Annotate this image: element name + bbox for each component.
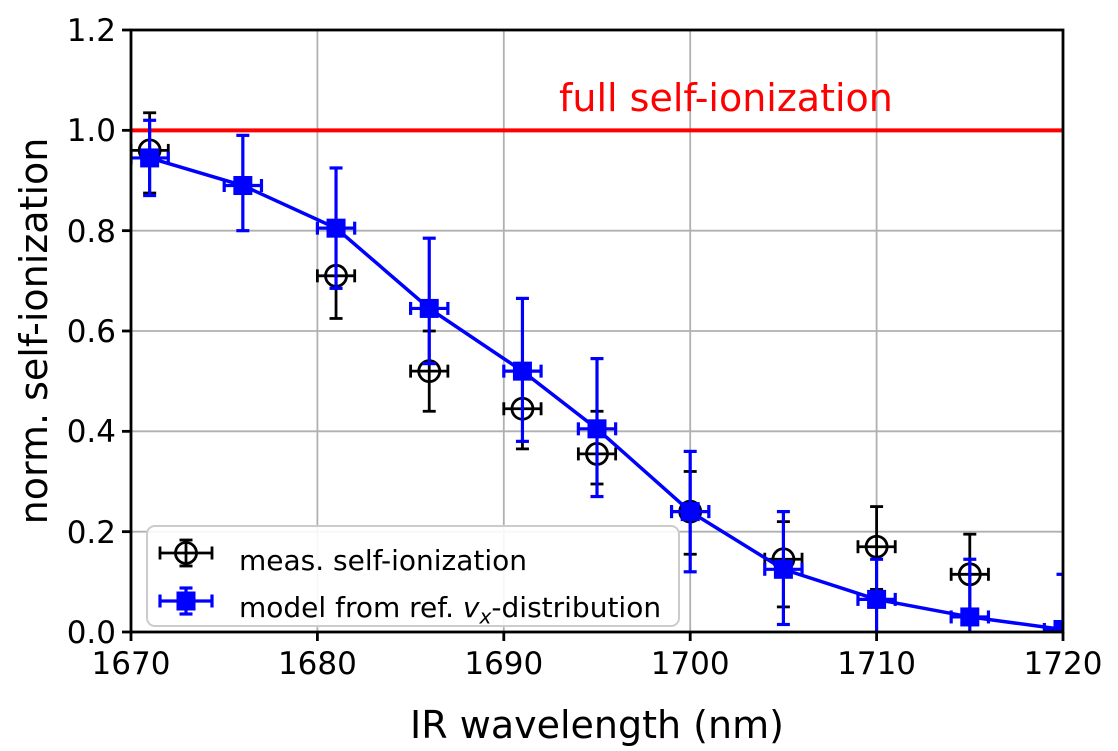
full-self-ionization-label: full self-ionization [559, 76, 893, 120]
series-model [131, 118, 1063, 632]
y-tick-label-0.8: 0.8 [66, 213, 116, 250]
x-tick-label-1720: 1720 [1023, 646, 1103, 682]
y-tick-label-1.0: 1.0 [66, 113, 116, 150]
x-tick-label-1670: 1670 [91, 646, 171, 682]
legend-label-model: model from ref. vx-distribution [239, 591, 662, 627]
y-tick-label-0.4: 0.4 [66, 414, 116, 451]
legend-marker-measured [158, 538, 214, 568]
axes-frame [122, 28, 1065, 641]
legend-label-model-subscript: x [479, 604, 492, 629]
legend-label-model-prefix: model from ref. [239, 591, 463, 624]
x-axis-label: IR wavelength (nm) [410, 703, 784, 747]
y-tick-label-0.6: 0.6 [66, 314, 116, 350]
y-tick-label-0.0: 0.0 [66, 615, 116, 651]
y-tick-label-0.2: 0.2 [66, 514, 116, 551]
data-series [131, 111, 1063, 632]
x-tick-label-1700: 1700 [650, 646, 730, 682]
x-tick-label-1690: 1690 [464, 646, 544, 682]
legend-marker-model [158, 586, 214, 616]
legend [146, 525, 680, 627]
legend-label-model-suffix: -distribution [491, 591, 662, 624]
x-tick-label-1710: 1710 [837, 646, 917, 682]
y-tick-label-1.2: 1.2 [66, 13, 116, 49]
y-axis-label: norm. self-ionization [12, 137, 56, 525]
x-tick-label-1680: 1680 [277, 646, 357, 682]
legend-label-measured: meas. self-ionization [239, 544, 527, 577]
legend-label-model-variable: v [462, 591, 480, 624]
